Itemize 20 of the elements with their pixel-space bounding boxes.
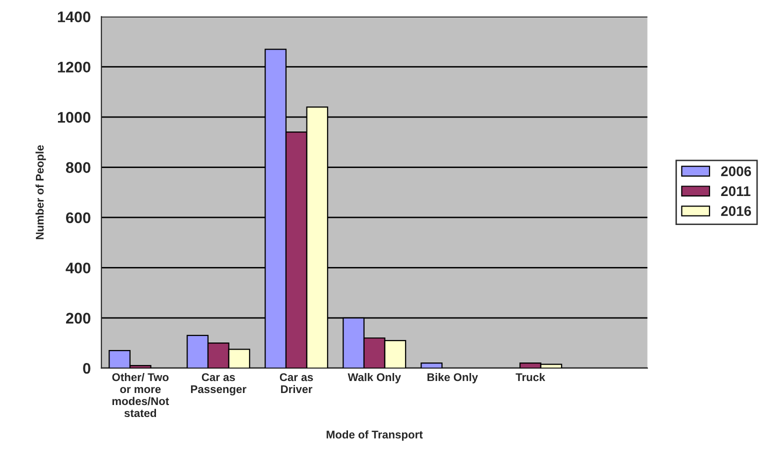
legend-label: 2016: [721, 206, 752, 216]
y-tick-label: 800: [66, 162, 90, 173]
y-tick-label: 1400: [58, 11, 90, 22]
legend-label: 2011: [721, 186, 750, 196]
y-tick-label: 400: [66, 262, 90, 274]
x-tick-label: Walk Only: [348, 372, 401, 384]
bar: [420, 362, 443, 368]
y-tick-label: 200: [66, 312, 90, 324]
x-axis-title: Mode of Transport: [326, 430, 423, 441]
x-tick-label: Car as Driver: [280, 373, 313, 394]
x-tick-label: Bike Only: [428, 372, 478, 384]
y-axis-title: Number of People: [36, 145, 46, 240]
x-tick-label: Other/ Two or more modes/Not stated: [112, 372, 169, 418]
y-tick-label: 0: [83, 362, 90, 374]
x-tick-label: Truck: [516, 372, 546, 382]
y-tick-label: 1000: [58, 112, 90, 123]
legend-label: 2006: [721, 166, 752, 176]
x-tick-label: Car as Passenger: [191, 373, 246, 396]
y-tick-label: 600: [66, 212, 90, 224]
y-tick-label: 1200: [58, 62, 90, 73]
